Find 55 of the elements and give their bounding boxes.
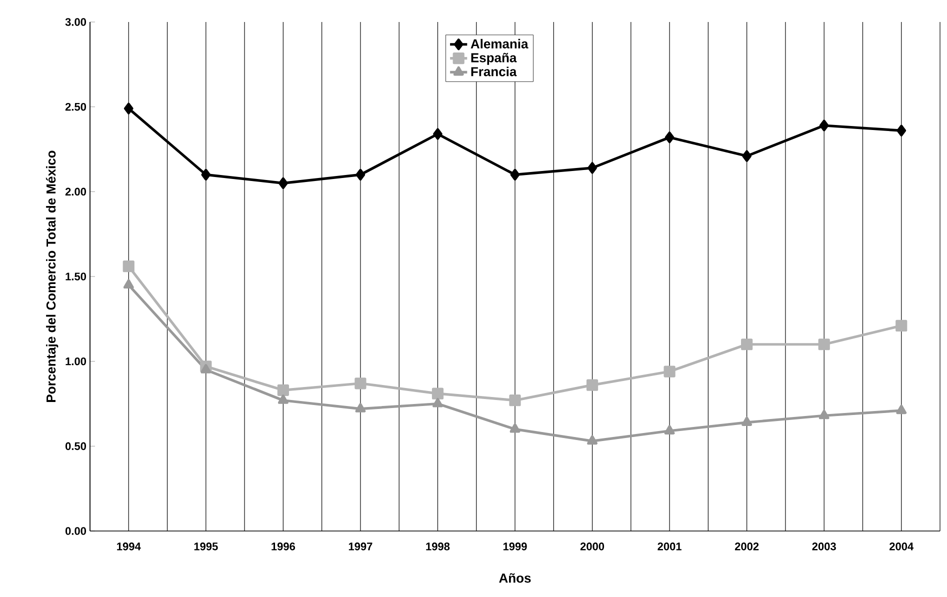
y-tick-label: 1.00 (66, 357, 86, 366)
point (124, 102, 134, 114)
x-tick-label: 2001 (658, 542, 682, 550)
point (664, 132, 674, 144)
point (123, 279, 134, 289)
x-tick-label: 1999 (503, 542, 527, 550)
point (742, 416, 752, 426)
point (819, 120, 829, 132)
x-tick-label: 1996 (272, 542, 296, 550)
point (664, 366, 676, 378)
x-tick-label: 2004 (890, 542, 914, 550)
y-tick-label: 2.00 (65, 188, 86, 196)
x-axis-title: Años (499, 573, 531, 583)
point (818, 338, 830, 350)
legend-label: Francia (471, 66, 517, 76)
point (896, 404, 907, 414)
y-tick-label: 1.50 (66, 272, 86, 280)
point (509, 394, 521, 406)
point (510, 423, 520, 433)
point (356, 168, 366, 180)
point (277, 384, 289, 396)
y-tick-label: 0.00 (66, 527, 86, 535)
point (200, 364, 212, 374)
x-tick-label: 1998 (426, 542, 450, 550)
point (278, 177, 288, 189)
x-tick-label: 2000 (580, 542, 604, 550)
point (588, 162, 597, 174)
x-tick-label: 2002 (734, 542, 759, 550)
legend-label: España (471, 52, 517, 65)
point (278, 394, 288, 404)
x-tick-label: 1997 (348, 542, 372, 550)
point (818, 410, 830, 420)
point (896, 124, 906, 136)
point (742, 150, 752, 162)
point (201, 168, 211, 180)
y-tick-label: 0.50 (66, 442, 86, 450)
point (664, 425, 675, 434)
point (432, 388, 444, 400)
point (433, 128, 442, 140)
x-tick-label: 1995 (194, 542, 218, 550)
point (586, 379, 598, 391)
legend-label: Alemania (470, 38, 528, 48)
point (510, 168, 520, 180)
point (355, 403, 366, 412)
point (432, 398, 443, 408)
point (122, 260, 134, 272)
y-tick-label: 2.50 (65, 102, 86, 111)
point (896, 320, 908, 332)
y-tick-label: 3.00 (65, 18, 86, 26)
y-axis-title: Porcentaje del Comercio Total de México (46, 150, 58, 402)
point (741, 338, 753, 350)
point (354, 378, 366, 390)
x-tick-label: 1994 (117, 542, 141, 550)
x-tick-label: 2003 (812, 542, 836, 550)
point (587, 435, 598, 445)
